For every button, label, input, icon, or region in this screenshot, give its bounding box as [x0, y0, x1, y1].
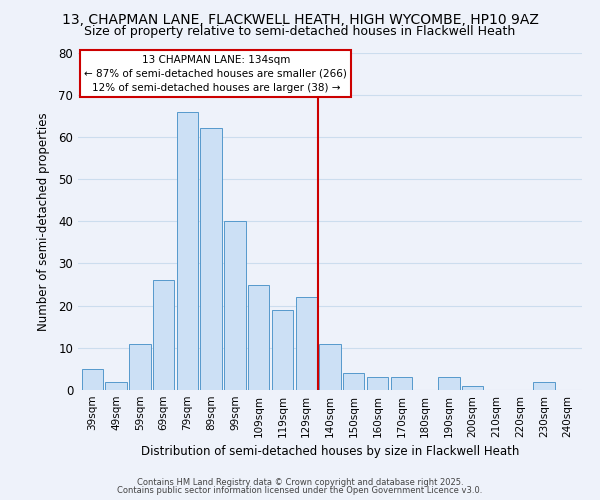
Bar	[367, 378, 388, 390]
Text: 13, CHAPMAN LANE, FLACKWELL HEATH, HIGH WYCOMBE, HP10 9AZ: 13, CHAPMAN LANE, FLACKWELL HEATH, HIGH …	[62, 12, 538, 26]
Bar	[200, 128, 222, 390]
Bar	[82, 369, 103, 390]
X-axis label: Distribution of semi-detached houses by size in Flackwell Heath: Distribution of semi-detached houses by …	[141, 446, 519, 458]
Text: Contains HM Land Registry data © Crown copyright and database right 2025.: Contains HM Land Registry data © Crown c…	[137, 478, 463, 487]
Bar	[129, 344, 151, 390]
Bar	[319, 344, 341, 390]
Bar	[272, 310, 293, 390]
Bar	[224, 221, 245, 390]
Text: Contains public sector information licensed under the Open Government Licence v3: Contains public sector information licen…	[118, 486, 482, 495]
Y-axis label: Number of semi-detached properties: Number of semi-detached properties	[37, 112, 50, 330]
Text: Size of property relative to semi-detached houses in Flackwell Heath: Size of property relative to semi-detach…	[85, 25, 515, 38]
Bar	[176, 112, 198, 390]
Bar	[438, 378, 460, 390]
Bar	[462, 386, 484, 390]
Bar	[391, 378, 412, 390]
Bar	[296, 297, 317, 390]
Bar	[343, 373, 364, 390]
Bar	[248, 284, 269, 390]
Bar	[533, 382, 554, 390]
Bar	[153, 280, 174, 390]
Bar	[106, 382, 127, 390]
Text: 13 CHAPMAN LANE: 134sqm
← 87% of semi-detached houses are smaller (266)
12% of s: 13 CHAPMAN LANE: 134sqm ← 87% of semi-de…	[85, 54, 347, 92]
